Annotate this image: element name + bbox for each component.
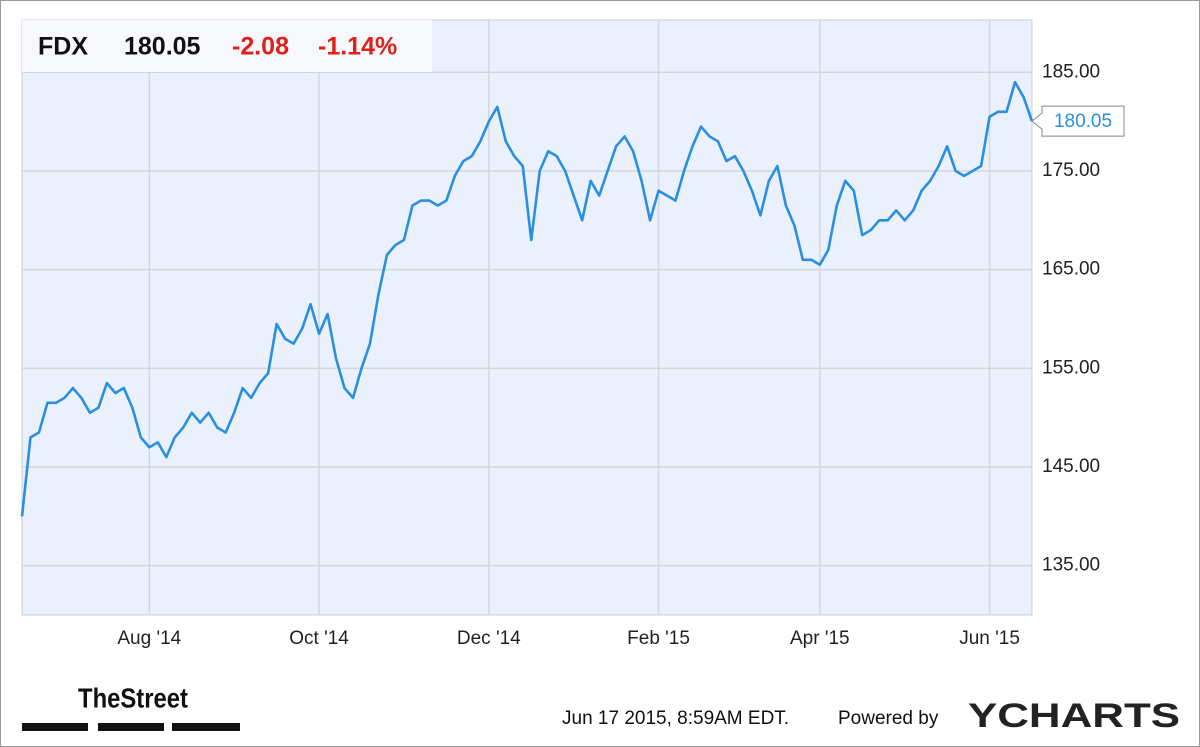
brand: YCHARTS	[968, 697, 1180, 735]
x-tick-label: Oct '14	[289, 628, 349, 649]
x-tick-label: Apr '15	[790, 628, 850, 649]
y-tick-label: 165.00	[1042, 259, 1100, 280]
plot-area	[21, 19, 1033, 616]
x-tick-label: Aug '14	[117, 628, 181, 649]
timestamp: Jun 17 2015, 8:59AM EDT.	[562, 708, 789, 729]
price-line	[20, 80, 1034, 517]
logo-bar	[172, 723, 240, 731]
callout-label: 180.05	[1054, 111, 1112, 132]
ticker: FDX	[38, 33, 88, 61]
logo-bar	[98, 723, 164, 731]
y-tick-label: 175.00	[1042, 160, 1100, 181]
price: 180.05	[124, 33, 201, 61]
x-tick-label: Jun '15	[959, 628, 1020, 649]
last-value-callout: 180.05	[1031, 105, 1125, 137]
change: -2.08	[232, 33, 289, 61]
x-tick-label: Feb '15	[627, 628, 690, 649]
y-tick-label: 185.00	[1042, 61, 1100, 82]
y-tick-label: 145.00	[1042, 456, 1100, 477]
logo-bar	[22, 723, 88, 731]
callout-box	[1031, 105, 1125, 137]
x-tick-label: Dec '14	[457, 628, 521, 649]
powered-by: Powered by	[838, 708, 939, 729]
y-tick-label: 155.00	[1042, 357, 1100, 378]
logo: TheStreet	[78, 682, 188, 713]
change-percent: -1.14%	[318, 33, 397, 61]
lines	[20, 80, 1034, 517]
header-box	[22, 20, 432, 72]
y-tick-label: 135.00	[1042, 555, 1100, 576]
